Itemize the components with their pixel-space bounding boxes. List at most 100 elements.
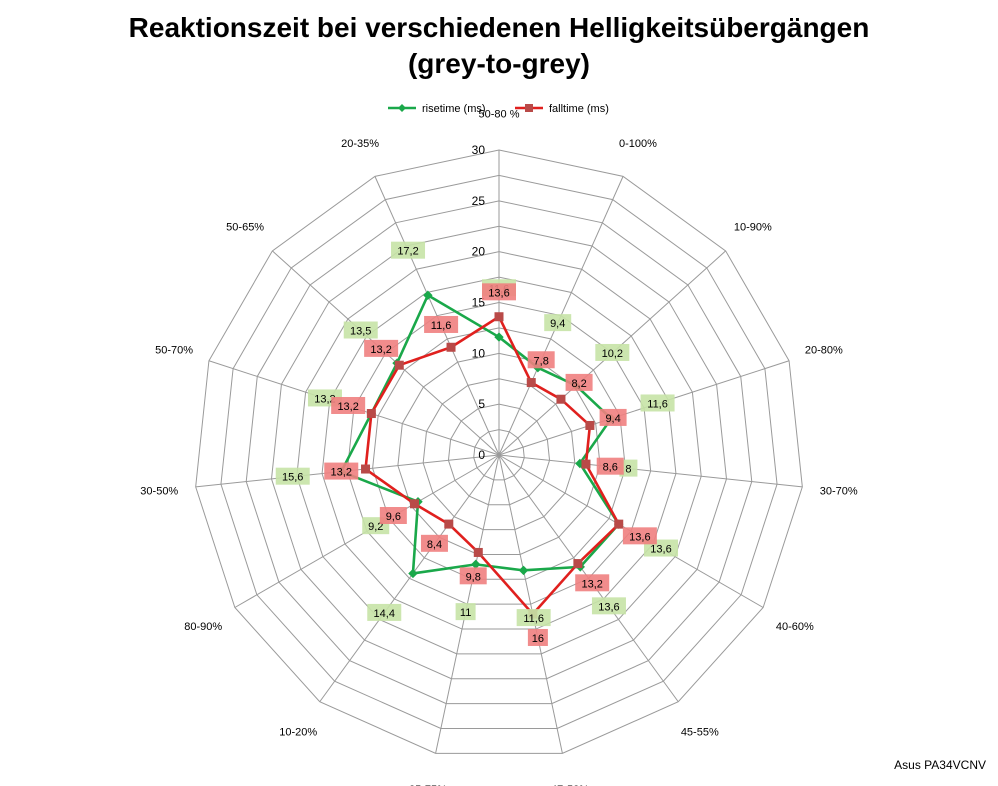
risetime-marker <box>494 332 504 342</box>
radial-tick-label: 30 <box>472 143 486 157</box>
data-label-bg <box>596 457 624 475</box>
grid-ring <box>447 403 551 506</box>
data-label: 8,2 <box>571 378 586 390</box>
grid-ring <box>397 352 601 555</box>
category-labels: 50-80 % 0-100% 10-90% 20-80% 30-70% 40-60% 45-… <box>140 108 858 786</box>
data-label: 9,2 <box>368 521 383 533</box>
data-label: 13,6 <box>629 531 650 543</box>
data-label: 7,8 <box>534 355 549 367</box>
legend-marker <box>525 104 533 112</box>
category-label: 80-90% <box>184 621 222 633</box>
data-label-bg <box>420 534 448 552</box>
data-label: 17,2 <box>397 246 418 258</box>
category-label: 50-65% <box>226 221 264 233</box>
category-label: 45-55% <box>681 726 719 738</box>
category-label: 50-70% <box>155 344 193 356</box>
data-label-bg <box>324 462 359 480</box>
category-label: 30-50% <box>140 486 178 498</box>
data-label-bg <box>544 314 572 332</box>
data-label: 8 <box>625 464 631 476</box>
data-label: 11 <box>460 607 471 619</box>
data-label: 9,4 <box>550 318 565 330</box>
data-label: 11,6 <box>431 320 452 332</box>
data-label-bg <box>527 628 548 646</box>
caption: Asus PA34VCNV <box>894 758 986 772</box>
data-label: 13,2 <box>314 393 335 405</box>
data-label-bg <box>424 315 459 333</box>
falltime-marker <box>581 459 591 469</box>
grid-ring <box>321 276 677 630</box>
falltime-marker <box>366 409 376 419</box>
series-line-0 <box>339 293 621 575</box>
data-label: 13,5 <box>350 326 371 338</box>
category-label: 10-20% <box>279 726 317 738</box>
category-label: 40-60% <box>776 621 814 633</box>
series-lines <box>339 293 621 616</box>
radial-tick-label: 15 <box>472 296 486 310</box>
data-label-bg <box>575 574 610 592</box>
data-label: 13,2 <box>337 401 358 413</box>
grid-ring <box>270 225 728 680</box>
data-label-bg <box>565 373 593 391</box>
falltime-marker <box>444 519 454 529</box>
data-label-bg <box>367 603 402 621</box>
grid-ring <box>245 200 753 705</box>
data-label-bg <box>379 507 407 524</box>
data-label-bg <box>482 283 516 301</box>
category-label: 30-70% <box>820 486 858 498</box>
grid-ring <box>220 174 778 729</box>
data-label: 13,2 <box>370 344 391 356</box>
falltime-marker <box>556 394 566 404</box>
radial-tick-label: 0 <box>478 448 485 462</box>
risetime-marker <box>471 559 481 570</box>
falltime-marker <box>494 312 504 322</box>
grid-ring <box>195 149 803 754</box>
grid-spoke <box>498 454 803 488</box>
data-label-bg <box>331 396 366 414</box>
data-label-bg <box>640 394 675 412</box>
data-label-bg <box>343 321 378 339</box>
data-label-bg <box>459 567 487 585</box>
data-label-bg <box>391 241 426 259</box>
category-label: 47-52% <box>551 784 589 786</box>
data-label: 16 <box>532 633 544 645</box>
data-label: 9,8 <box>466 571 481 583</box>
risetime-marker <box>518 565 529 576</box>
falltime-marker <box>573 559 583 569</box>
data-label-bg <box>364 339 399 357</box>
radial-tick-label: 10 <box>472 346 486 360</box>
category-label: 20-80% <box>805 344 843 356</box>
risetime-marker <box>423 290 433 300</box>
data-label: 10,2 <box>602 348 623 360</box>
grid-ring <box>372 327 626 580</box>
falltime-marker <box>614 519 624 529</box>
data-label-bg <box>622 527 657 545</box>
data-label: 15,6 <box>282 472 303 484</box>
radar-grid <box>195 149 803 754</box>
data-label: 13,2 <box>331 467 352 479</box>
data-label-bg <box>455 603 476 621</box>
legend-marker <box>398 104 406 112</box>
data-label: 8,4 <box>427 539 442 551</box>
data-label: 13,6 <box>650 544 671 556</box>
radial-tick-label: 20 <box>472 245 486 259</box>
data-labels: 11,69,410,211,6813,613,611,61114,49,215,… <box>275 241 679 646</box>
data-label-bg <box>275 467 310 485</box>
grid-ring <box>473 429 525 481</box>
category-label: 0-100% <box>619 138 657 150</box>
grid-spoke <box>374 176 500 456</box>
radial-tick-label: 5 <box>478 397 485 411</box>
falltime-marker <box>446 342 456 352</box>
grid-ring <box>296 251 702 655</box>
chart-title-line2: (grey-to-grey) <box>407 48 590 79</box>
data-label: 13,6 <box>488 287 509 299</box>
falltime-marker <box>409 499 419 509</box>
grid-spoke <box>498 454 563 754</box>
data-label: 11,6 <box>647 398 668 410</box>
grid-ring <box>422 378 576 531</box>
legend: risetime (ms) falltime (ms) <box>388 103 609 115</box>
category-label: 50-80 % <box>479 108 520 120</box>
data-label: 9,4 <box>605 413 620 425</box>
category-label: 10-90% <box>734 221 772 233</box>
